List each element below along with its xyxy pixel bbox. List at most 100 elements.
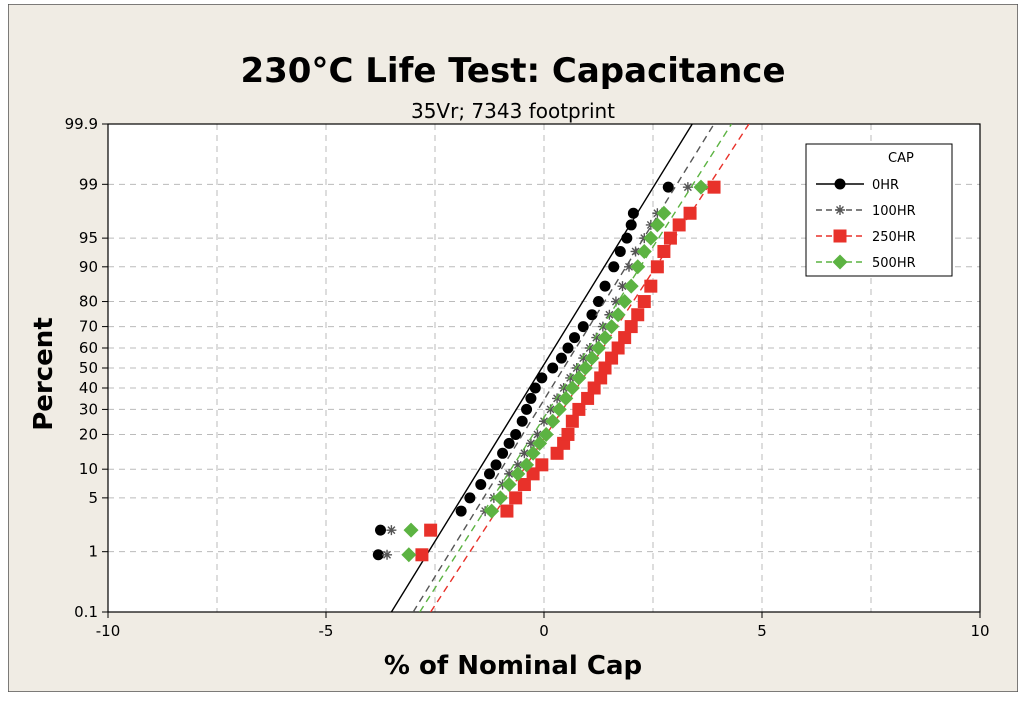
data-point — [401, 547, 417, 563]
x-tick-label: 10 — [970, 622, 989, 640]
data-point — [617, 294, 633, 310]
data-point — [516, 415, 528, 427]
data-point — [490, 459, 502, 471]
data-point — [591, 332, 602, 343]
fit-line — [390, 124, 693, 612]
x-tick-label: 0 — [539, 622, 549, 640]
data-point — [657, 244, 671, 258]
data-point — [519, 448, 530, 459]
series-0hr — [372, 124, 693, 612]
data-point — [382, 549, 393, 560]
chart-frame: 230°C Life Test: Capacitance 35Vr; 7343 … — [8, 4, 1018, 692]
legend-label: 500HR — [872, 256, 916, 271]
data-point — [834, 178, 846, 190]
data-point — [535, 458, 549, 472]
data-point — [586, 309, 598, 321]
data-point — [569, 332, 581, 344]
data-point — [604, 319, 620, 335]
data-point — [833, 229, 847, 243]
y-tick-label: 10 — [79, 460, 98, 478]
data-point — [492, 490, 508, 506]
data-point — [484, 503, 500, 519]
data-point — [591, 340, 606, 356]
data-point — [636, 243, 652, 259]
data-point — [608, 261, 620, 273]
data-point — [551, 401, 567, 417]
data-point — [630, 259, 646, 275]
legend-label: 100HR — [872, 204, 916, 219]
y-tick-label: 95 — [79, 229, 98, 247]
x-axis-title: % of Nominal Cap — [384, 651, 642, 681]
data-point — [510, 428, 522, 440]
data-point — [552, 393, 563, 404]
data-point — [504, 468, 515, 479]
data-point — [503, 437, 515, 449]
y-tick-label: 50 — [79, 359, 98, 377]
data-point — [532, 429, 543, 440]
data-point — [637, 295, 651, 309]
chart-subtitle: 35Vr; 7343 footprint — [411, 99, 615, 123]
plot-layer: -10 -5 0 5 10 0.1 1 5 10 20 30 40 50 60 70 80 90 95 99 99.9… — [65, 115, 990, 640]
data-point — [649, 217, 665, 233]
data-point — [597, 330, 613, 346]
data-point — [584, 350, 600, 366]
probability-plot: 230°C Life Test: Capacitance 35Vr; 7343 … — [8, 4, 1018, 692]
data-point — [630, 246, 641, 257]
data-point — [624, 320, 638, 334]
data-point — [558, 390, 574, 406]
data-point — [525, 445, 541, 461]
data-point — [627, 207, 639, 219]
data-point — [501, 477, 517, 493]
data-point — [617, 281, 628, 292]
data-point — [519, 457, 535, 473]
data-point — [386, 525, 397, 536]
data-point — [532, 435, 548, 451]
y-tick-label: 0.1 — [74, 603, 98, 621]
data-point — [643, 230, 659, 246]
data-point — [510, 466, 526, 482]
data-point — [571, 370, 587, 386]
y-tick-label: 5 — [88, 489, 98, 507]
y-tick-label: 80 — [79, 293, 98, 311]
data-point — [525, 392, 537, 404]
data-point — [598, 361, 612, 375]
y-tick-label: 40 — [79, 379, 98, 397]
data-point — [832, 254, 848, 270]
data-point — [545, 404, 556, 415]
data-point — [682, 182, 693, 193]
data-point — [415, 548, 429, 562]
data-point — [529, 382, 541, 394]
data-point — [577, 360, 593, 376]
data-point — [593, 296, 604, 308]
x-tick-label: -5 — [319, 622, 334, 640]
y-tick-label: 60 — [79, 339, 98, 357]
data-point — [565, 414, 579, 428]
data-point — [623, 278, 639, 294]
y-tick-label: 20 — [79, 425, 98, 443]
data-point — [525, 438, 536, 449]
data-point — [650, 260, 664, 274]
legend-title: CAP — [888, 151, 914, 166]
data-point — [625, 219, 637, 231]
y-tick-label: 99.9 — [65, 115, 98, 133]
data-point — [587, 381, 601, 395]
y-tick-label: 30 — [79, 400, 98, 418]
data-point — [565, 372, 576, 383]
data-point — [564, 380, 580, 396]
y-tick-label: 99 — [79, 175, 98, 193]
data-point — [547, 362, 559, 374]
series-500hr — [401, 124, 733, 612]
data-point — [610, 307, 626, 323]
legend-label: 250HR — [872, 230, 916, 245]
data-point — [550, 446, 564, 460]
data-point — [663, 231, 677, 245]
data-point — [656, 205, 672, 221]
data-point — [517, 478, 531, 492]
data-point — [618, 331, 632, 345]
data-point — [621, 232, 633, 244]
y-tick-label: 90 — [79, 258, 98, 276]
data-point — [484, 468, 495, 480]
legend: CAP 0HR 100HR 250HR 500HR — [805, 143, 953, 277]
data-point — [555, 352, 567, 364]
x-tick-label: 5 — [757, 622, 767, 640]
